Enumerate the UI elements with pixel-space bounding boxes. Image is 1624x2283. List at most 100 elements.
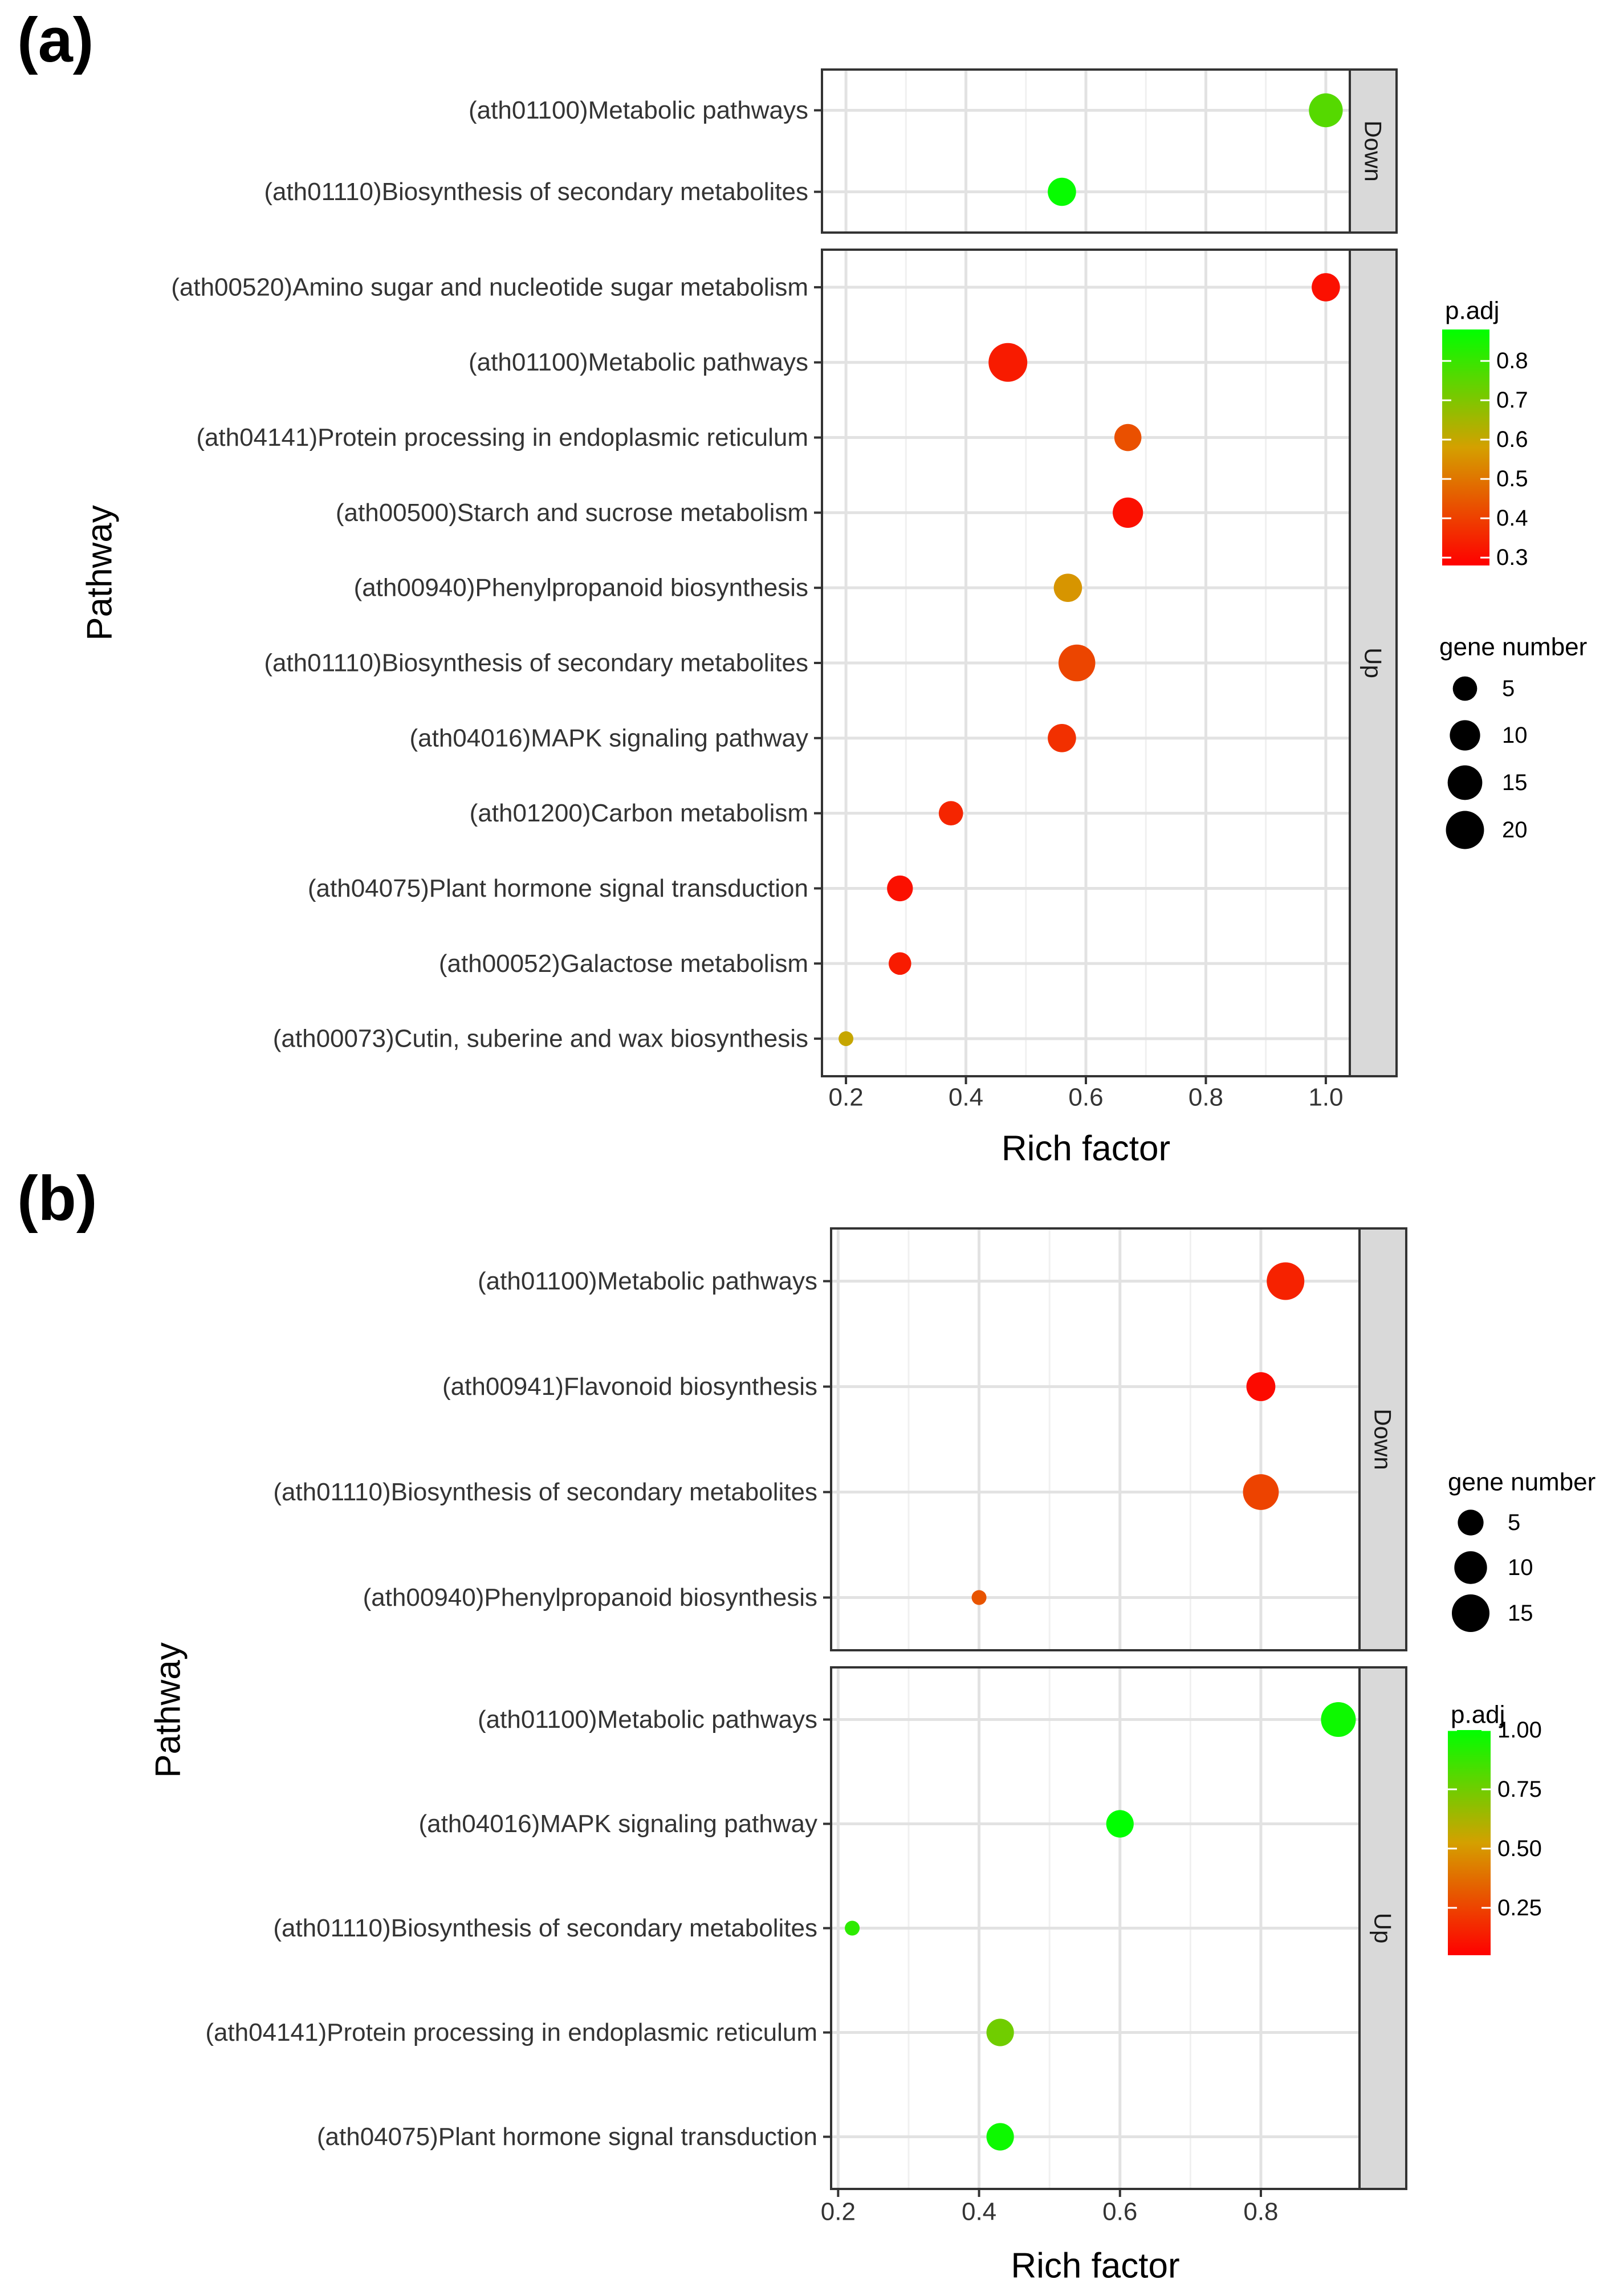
size-legend-key [1458, 1509, 1484, 1536]
data-point [887, 875, 913, 902]
y-tick-label: (ath01100)Metabolic pathways [469, 348, 808, 376]
facet-strip [1349, 249, 1398, 1077]
chart-a: (a) Down (ath01100)Metabolic pathways (ath0… [17, 5, 1587, 1169]
data-point [1106, 1810, 1134, 1838]
colorbar-tick-label: 0.50 [1497, 1836, 1542, 1861]
data-point [1053, 573, 1082, 602]
facet-strip [1358, 1666, 1407, 2190]
colorbar-tick-label: 0.3 [1496, 545, 1528, 570]
size-legend-label: 20 [1502, 817, 1528, 843]
data-point [938, 801, 963, 825]
y-tick-label: (ath01110)Biosynthesis of secondary meta… [264, 649, 808, 677]
y-tick-label: (ath01100)Metabolic pathways [478, 1267, 817, 1295]
data-point [1267, 1262, 1305, 1300]
x-tick-label: 0.4 [949, 1084, 983, 1112]
x-tick-label: 0.2 [829, 1084, 864, 1112]
panel-label: (b) [17, 1163, 97, 1234]
facet-strip-label: Up [1370, 1913, 1397, 1944]
x-tick-label: 0.2 [821, 2198, 856, 2226]
y-tick-label: (ath00940)Phenylpropanoid biosynthesis [354, 574, 808, 602]
y-tick-label: (ath01110)Biosynthesis of secondary meta… [273, 1478, 817, 1506]
size-legend-label: 10 [1502, 723, 1528, 748]
size-legend-label: 5 [1508, 1510, 1520, 1535]
y-tick-label: (ath04075)Plant hormone signal transduct… [308, 874, 808, 902]
size-legend-label: 15 [1508, 1601, 1533, 1626]
y-tick-label: (ath04141)Protein processing in endoplas… [205, 2019, 817, 2046]
size-legend-label: 10 [1508, 1555, 1533, 1580]
x-tick-label: 0.8 [1189, 1084, 1223, 1112]
y-tick-label: (ath04016)MAPK signaling pathway [409, 724, 808, 752]
facet-strip-label: Down [1360, 120, 1387, 181]
data-point [839, 1031, 854, 1047]
colorbar-title: p.adj [1445, 297, 1499, 325]
colorbar [1442, 329, 1489, 565]
x-tick-label: 0.8 [1243, 2198, 1278, 2226]
y-tick-label: (ath01110)Biosynthesis of secondary meta… [273, 1914, 817, 1942]
data-point [1312, 273, 1340, 302]
data-point [1243, 1474, 1279, 1510]
facet-strip-label: Up [1360, 648, 1387, 678]
y-tick-label: (ath01200)Carbon metabolism [470, 799, 808, 827]
data-point [888, 952, 911, 975]
plot-background [831, 1228, 1360, 1650]
data-point [845, 1920, 860, 1936]
data-point [1048, 724, 1076, 752]
y-tick-label: (ath01100)Metabolic pathways [478, 1706, 817, 1733]
facet-strip [1358, 1227, 1407, 1651]
size-legend-label: 15 [1502, 770, 1528, 795]
size-legend-key [1446, 811, 1484, 849]
colorbar-title: p.adj [1451, 1701, 1505, 1729]
size-legend-title: gene number [1439, 633, 1587, 661]
y-tick-label: (ath01110)Biosynthesis of secondary meta… [264, 178, 808, 206]
chart-b: (b) Down (ath01100)Metabolic pathways (ath0… [17, 1163, 1595, 2283]
x-tick-label: 0.6 [1102, 2198, 1137, 2226]
size-legend-key [1452, 676, 1478, 701]
data-point [1113, 497, 1143, 528]
x-axis-title: Rich factor [1011, 2247, 1179, 2283]
size-legend-key [1450, 720, 1480, 751]
y-tick-label: (ath04016)MAPK signaling pathway [418, 1810, 817, 1838]
data-point [1246, 1372, 1276, 1401]
y-tick-label: (ath00941)Flavonoid biosynthesis [442, 1373, 817, 1401]
y-tick-label: (ath04141)Protein processing in endoplas… [196, 424, 808, 451]
colorbar-tick-label: 0.8 [1496, 348, 1528, 373]
size-legend-label: 5 [1502, 676, 1515, 701]
facet-down: Down (ath01100)Metabolic pathways (ath0094… [273, 1227, 1407, 1651]
y-tick-label: (ath00500)Starch and sucrose metabolism [336, 499, 808, 527]
data-point [1309, 93, 1343, 128]
colorbar-tick-label: 0.7 [1496, 388, 1528, 413]
y-tick-label: (ath04075)Plant hormone signal transduct… [317, 2123, 817, 2151]
colorbar-tick-label: 0.75 [1497, 1777, 1542, 1802]
y-tick-label: (ath00073)Cutin, suberine and wax biosyn… [273, 1025, 808, 1053]
y-tick-label: (ath00940)Phenylpropanoid biosynthesis [363, 1584, 817, 1611]
data-point [1321, 1702, 1356, 1737]
data-point [971, 1590, 987, 1605]
facet-strip [1349, 68, 1398, 234]
data-point [988, 343, 1028, 382]
data-point [986, 2019, 1014, 2046]
colorbar-tick-label: 0.6 [1496, 427, 1528, 452]
data-point [1114, 424, 1142, 451]
y-tick-label: (ath01100)Metabolic pathways [469, 96, 808, 124]
colorbar-tick-label: 0.25 [1497, 1895, 1542, 1920]
size-legend-key [1454, 1551, 1487, 1584]
size-legend-title: gene number [1448, 1468, 1595, 1496]
x-tick-label: 1.0 [1308, 1084, 1343, 1112]
y-axis-title: Pathway [149, 1642, 188, 1778]
data-point [986, 2123, 1014, 2151]
x-tick-label: 0.4 [962, 2198, 996, 2226]
colorbar-tick-label: 1.00 [1497, 1718, 1542, 1743]
x-tick-label: 0.6 [1068, 1084, 1103, 1112]
colorbar-tick-label: 0.4 [1496, 506, 1528, 531]
facet-up: Up (ath00520)Amino sugar and nucleotide s… [171, 249, 1398, 1077]
panel-label: (a) [17, 5, 93, 75]
size-legend-key [1447, 765, 1483, 800]
size-legend-key [1452, 1594, 1489, 1632]
facet-down: Down (ath01100)Metabolic pathways (ath0111… [264, 68, 1398, 234]
colorbar [1448, 1730, 1491, 1955]
data-point [1048, 177, 1076, 206]
facet-strip-label: Down [1370, 1409, 1397, 1470]
facet-up: Up (ath01100)Metabolic pathways (ath04016)… [205, 1666, 1407, 2190]
colorbar-tick-label: 0.5 [1496, 466, 1528, 491]
